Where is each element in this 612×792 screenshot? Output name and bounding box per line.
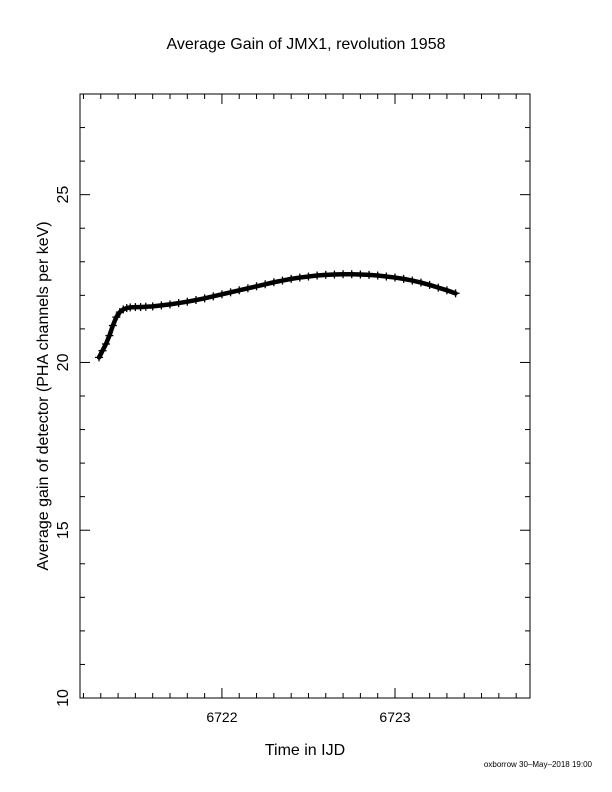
data-point	[157, 301, 166, 310]
tick-labels: 10 15 20 25 6722 6723	[55, 186, 411, 725]
data-point	[209, 292, 218, 301]
plot-frame	[79, 93, 531, 699]
data-point	[382, 272, 391, 281]
data-point	[330, 270, 339, 279]
data-point	[313, 271, 322, 280]
x-tick-label: 6722	[206, 709, 237, 725]
data-point	[391, 273, 399, 282]
data-point	[105, 331, 114, 340]
data-point	[416, 278, 425, 287]
data-point	[269, 278, 278, 287]
footer-stamp: oxborrow 30–May–2018 19:00	[483, 760, 592, 769]
data-point	[451, 289, 460, 298]
data-point	[434, 283, 443, 292]
data-point	[148, 302, 157, 311]
data-point	[95, 353, 104, 362]
data-point	[347, 270, 356, 279]
y-tick-label: 20	[55, 353, 72, 371]
data-point	[191, 296, 200, 305]
data-point	[261, 280, 270, 289]
data-point	[408, 276, 417, 285]
data-trace	[96, 271, 458, 360]
data-point	[174, 299, 183, 308]
data-point	[119, 305, 128, 314]
data-point	[365, 270, 374, 279]
data-point	[112, 313, 121, 322]
y-tick-label: 15	[55, 521, 72, 539]
data-point	[226, 288, 235, 297]
data-point	[399, 274, 408, 283]
data-point	[217, 290, 226, 299]
data-point	[442, 286, 451, 295]
data-point	[101, 339, 110, 348]
data-point	[108, 321, 117, 330]
data-point	[243, 284, 252, 293]
data-point	[278, 276, 287, 285]
data-point	[339, 270, 348, 279]
data-point	[200, 294, 209, 303]
data-point	[304, 272, 313, 281]
data-point	[321, 270, 330, 279]
data-point	[356, 270, 365, 279]
data-point	[425, 280, 434, 289]
axis-ticks	[80, 93, 530, 699]
data-point	[235, 286, 244, 295]
data-point	[122, 304, 131, 313]
x-axis-label: Time in IJD	[265, 742, 345, 759]
y-axis-label: Average gain of detector (PHA channels p…	[35, 221, 52, 570]
data-points	[95, 270, 460, 362]
y-tick-label: 25	[55, 186, 72, 204]
data-point	[141, 302, 150, 311]
y-tick-label: 10	[55, 689, 72, 707]
data-point	[98, 346, 107, 355]
data-point	[252, 282, 261, 291]
data-point	[166, 300, 174, 309]
data-point	[295, 273, 304, 282]
data-point	[287, 274, 296, 283]
data-point	[183, 297, 192, 306]
chart-title: Average Gain of JMX1, revolution 1958	[166, 36, 446, 53]
data-point	[373, 271, 382, 280]
x-tick-label: 6723	[379, 709, 410, 725]
